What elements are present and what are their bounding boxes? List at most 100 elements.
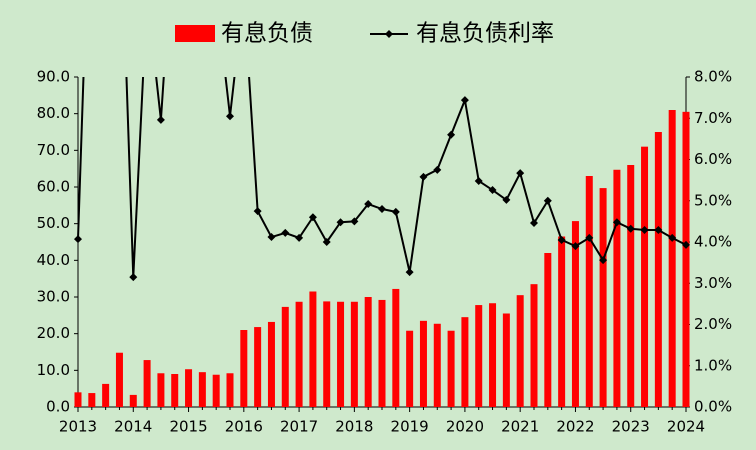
marker <box>350 217 359 226</box>
bar <box>433 323 441 407</box>
marker <box>530 219 538 228</box>
bar <box>641 146 649 407</box>
bar <box>281 306 289 407</box>
marker <box>74 235 82 244</box>
bar <box>157 373 165 407</box>
marker <box>129 273 138 282</box>
marker <box>516 169 525 178</box>
x-tick-label: 2015 <box>169 418 207 436</box>
bar <box>530 284 538 407</box>
bar <box>502 313 510 407</box>
marker <box>654 226 663 235</box>
bar <box>585 176 593 407</box>
marker <box>474 176 483 185</box>
marker <box>557 235 566 244</box>
marker <box>585 233 594 242</box>
y2-tick-label: 5.0% <box>694 191 732 209</box>
bar <box>337 301 345 407</box>
y2-tick-label: 0.0% <box>694 398 732 416</box>
bar <box>295 301 303 407</box>
marker <box>668 233 677 242</box>
bar <box>475 305 483 407</box>
y2-tick-label: 3.0% <box>694 274 732 292</box>
marker <box>226 112 234 121</box>
marker <box>322 238 331 246</box>
legend-swatch <box>175 25 215 42</box>
y-tick-label: 0.0 <box>46 398 70 416</box>
marker <box>599 256 608 265</box>
bar <box>682 111 690 407</box>
marker <box>156 115 165 124</box>
y-tick-label: 30.0 <box>37 288 70 306</box>
y-tick-label: 70.0 <box>37 141 70 159</box>
bar <box>668 110 676 407</box>
x-tick-label: 2016 <box>225 418 263 436</box>
y2-tick-label: 8.0% <box>694 68 732 86</box>
bar <box>489 303 497 407</box>
marker <box>405 268 414 277</box>
marker <box>391 207 400 216</box>
bar <box>74 392 82 407</box>
bar <box>599 188 607 407</box>
marker <box>281 228 290 237</box>
x-tick-label: 2019 <box>391 418 429 436</box>
x-tick-label: 2021 <box>501 418 539 436</box>
marker <box>460 96 469 105</box>
marker <box>626 224 635 233</box>
x-tick-label: 2017 <box>280 418 318 436</box>
legend-marker <box>385 30 393 38</box>
bar <box>254 327 262 407</box>
marker <box>336 218 345 227</box>
bar <box>129 394 137 407</box>
y2-tick-label: 1.0% <box>694 356 732 374</box>
x-tick-label: 2013 <box>59 418 97 436</box>
bar <box>309 291 317 407</box>
bar <box>364 297 372 407</box>
bar <box>143 360 151 407</box>
bar <box>516 295 524 407</box>
marker <box>433 165 442 174</box>
x-tick-label: 2020 <box>446 418 484 436</box>
bar <box>406 330 414 407</box>
x-tick-label: 2014 <box>114 418 152 436</box>
x-tick-label: 2024 <box>667 418 705 436</box>
bar <box>185 369 193 407</box>
y-tick-label: 40.0 <box>37 251 70 269</box>
bar <box>240 330 248 407</box>
marker <box>295 233 304 242</box>
marker <box>308 213 317 222</box>
marker <box>447 130 456 139</box>
bar <box>198 372 206 407</box>
y2-tick-label: 2.0% <box>694 315 732 333</box>
marker <box>571 242 580 251</box>
y-tick-label: 60.0 <box>37 178 70 196</box>
marker <box>612 218 621 227</box>
bar <box>544 253 552 407</box>
bar <box>350 301 358 407</box>
bar <box>102 383 110 407</box>
line-series <box>74 77 690 282</box>
bar <box>212 374 220 407</box>
bar <box>392 288 400 407</box>
marker <box>488 186 497 195</box>
y-tick-label: 10.0 <box>37 361 70 379</box>
legend-label: 有息负债利率 <box>416 21 554 47</box>
marker <box>378 205 386 213</box>
y-tick-label: 80.0 <box>37 104 70 122</box>
x-tick-label: 2023 <box>612 418 650 436</box>
bar <box>226 373 234 407</box>
y-tick-label: 90.0 <box>37 68 70 86</box>
bar <box>447 330 455 407</box>
bar <box>323 301 331 407</box>
y-tick-label: 20.0 <box>37 324 70 342</box>
y2-tick-label: 4.0% <box>694 233 732 251</box>
bar <box>627 165 635 407</box>
bar <box>654 132 662 407</box>
marker <box>364 200 373 209</box>
legend-label: 有息负债 <box>221 21 313 47</box>
marker <box>419 172 428 181</box>
bar <box>419 320 427 407</box>
x-tick-label: 2018 <box>335 418 373 436</box>
